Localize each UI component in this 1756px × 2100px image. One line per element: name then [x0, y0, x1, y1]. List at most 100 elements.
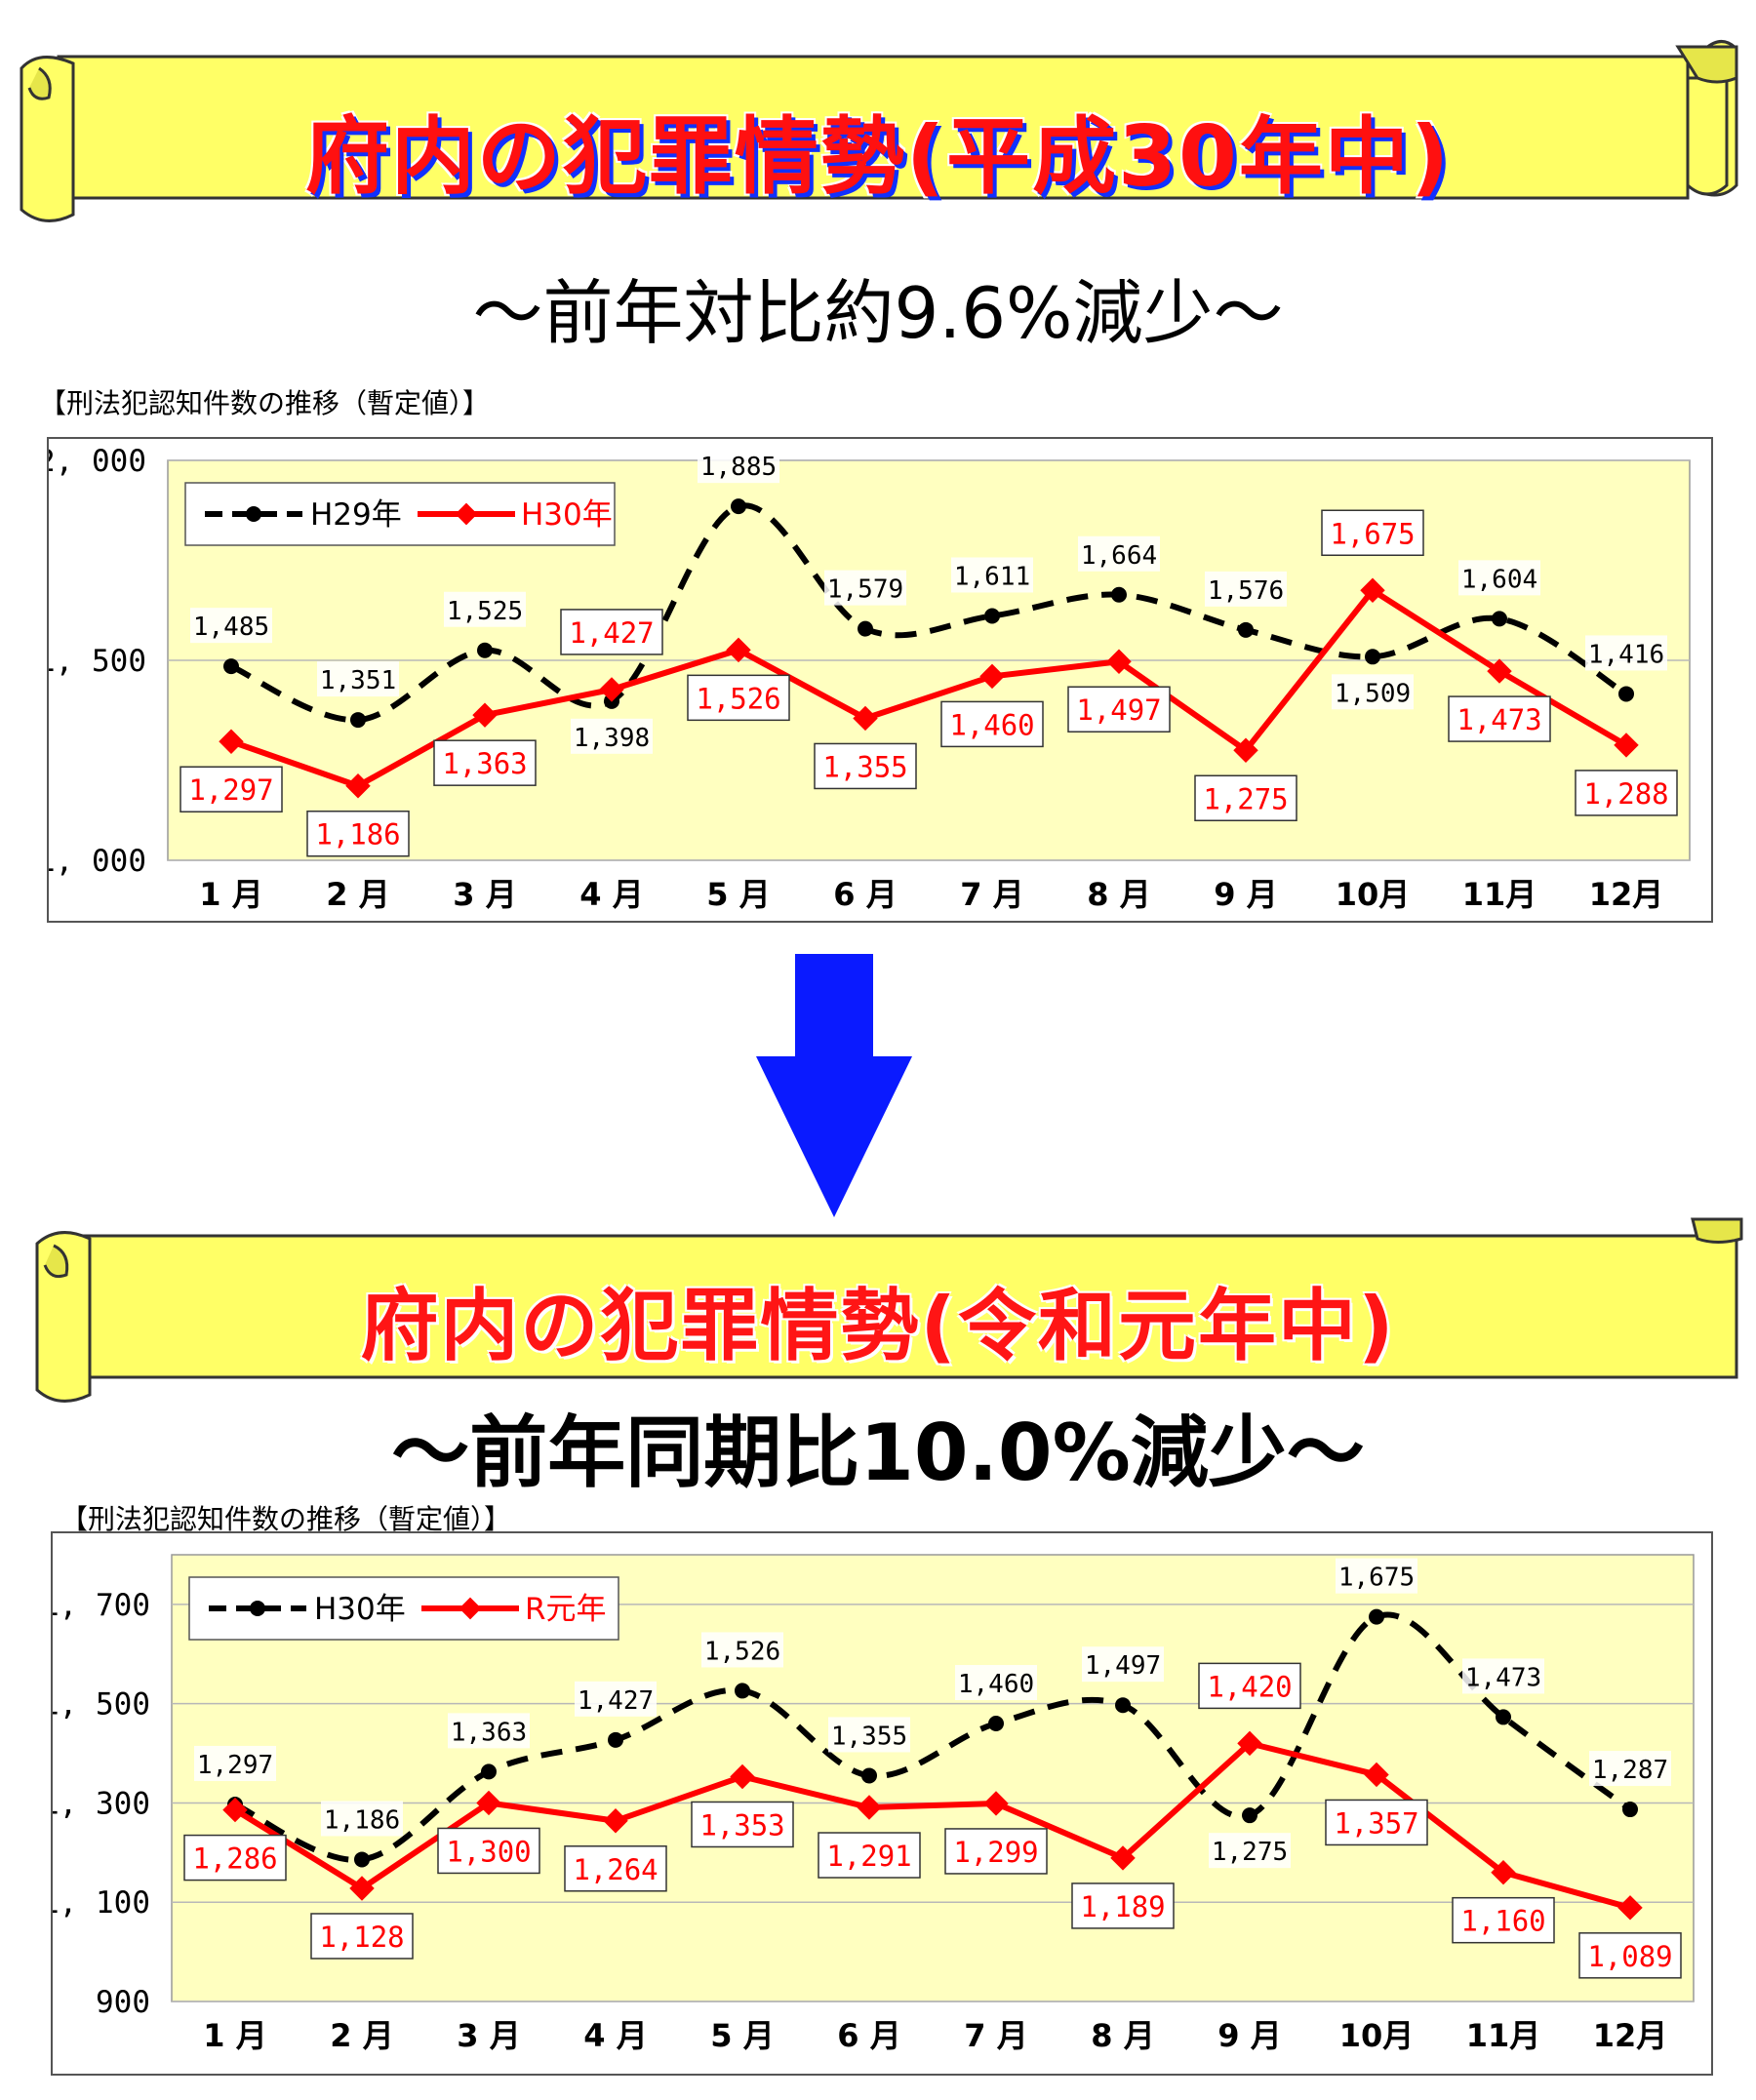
chart-h30-r1: 900 1, 100 1, 300 1, 500 1, 700 1 月 2 月 3 月 4 月 5…	[51, 1531, 1713, 2076]
data-label-prev: 1,611	[954, 562, 1030, 591]
data-label-bg	[575, 1681, 657, 1717]
x-tick-label: 7 月	[960, 876, 1023, 913]
data-label-bg	[955, 1665, 1037, 1701]
data-label-bg	[1078, 535, 1160, 572]
legend-marker-prev	[246, 506, 261, 522]
data-label-box	[691, 1801, 794, 1848]
data-label-prev: 1,427	[578, 1686, 654, 1716]
data-point-prev	[731, 498, 746, 515]
data-point-prev	[350, 712, 366, 729]
data-point-prev	[354, 1851, 370, 1868]
x-tick-label: 10月	[1336, 876, 1411, 913]
x-tick-label: 9 月	[1217, 2017, 1281, 2054]
data-label-box	[433, 739, 537, 786]
data-label-curr: 1,497	[1076, 693, 1161, 727]
data-label-bg	[1205, 571, 1287, 607]
series-line-H30年	[230, 586, 1628, 790]
data-label-bg	[824, 570, 906, 606]
data-label-curr: 1,473	[1457, 703, 1541, 736]
data-point-prev	[858, 620, 873, 637]
data-label-bg	[698, 448, 779, 484]
data-point-prev	[1238, 621, 1254, 638]
data-label-bg	[701, 1632, 783, 1668]
data-label-prev: 1,525	[447, 597, 523, 626]
subtitle-decrease: ～前年同期比10.0%減少～	[391, 1407, 1365, 1498]
x-tick-label: 6 月	[837, 2017, 900, 2054]
data-label-prev: 1,363	[451, 1718, 527, 1747]
x-tick-label: 2 月	[326, 876, 389, 913]
data-label-prev: 1,275	[1212, 1838, 1288, 1867]
data-label-prev: 1,604	[1461, 565, 1537, 594]
data-label-box	[1325, 1799, 1428, 1846]
y-tick-label: 1, 500	[49, 644, 146, 679]
data-point-prev	[608, 1731, 623, 1748]
down-arrow-icon	[756, 954, 912, 1217]
data-label-prev: 1,576	[1208, 576, 1284, 606]
data-label-bg	[951, 557, 1033, 593]
series-line-R元年	[233, 1740, 1631, 1911]
data-label-box	[1578, 1932, 1682, 1979]
legend-label-curr: R元年	[525, 1592, 607, 1627]
data-label-curr: 1,299	[953, 1836, 1038, 1869]
data-label-box	[818, 1832, 921, 1879]
data-label-curr: 1,275	[1203, 782, 1288, 815]
x-tick-label: 5 月	[706, 876, 770, 913]
data-label-box	[1067, 686, 1171, 733]
data-label-curr: 1,526	[696, 682, 780, 715]
data-label-curr: 1,160	[1460, 1905, 1545, 1938]
data-point-curr	[857, 1795, 882, 1820]
y-tick-label: 1, 300	[53, 1786, 150, 1821]
data-label-prev: 1,416	[1588, 640, 1664, 669]
data-label-bg	[1589, 1751, 1671, 1787]
data-label-box	[180, 766, 283, 812]
x-tick-label: 8 月	[1087, 876, 1150, 913]
data-label-bg	[828, 1717, 910, 1753]
data-label-curr: 1,675	[1330, 517, 1415, 550]
data-point-prev	[984, 608, 1000, 624]
x-tick-label: 10月	[1339, 2017, 1415, 2054]
data-point-prev	[1492, 611, 1507, 627]
data-label-box	[1198, 1662, 1301, 1710]
data-label-prev: 1,287	[1592, 1756, 1668, 1785]
data-label-prev: 1,509	[1335, 679, 1411, 708]
data-label-bg	[321, 1801, 403, 1837]
x-tick-label: 7 月	[964, 2017, 1027, 2054]
data-point-prev	[1115, 1697, 1131, 1714]
data-point-curr	[349, 1876, 375, 1901]
data-label-curr: 1,089	[1587, 1940, 1672, 1973]
series-line-H29年	[229, 502, 1628, 724]
data-point-prev	[1496, 1709, 1511, 1725]
data-label-bg	[1332, 674, 1414, 710]
data-label-curr: 1,286	[192, 1842, 277, 1876]
data-label-curr: 1,189	[1080, 1890, 1165, 1923]
y-tick-label: 1, 000	[49, 844, 146, 879]
data-label-bg	[190, 608, 272, 644]
y-tick-label: 2, 000	[49, 444, 146, 479]
data-label-curr: 1,363	[442, 747, 527, 780]
x-tick-label: 12月	[1589, 876, 1664, 913]
x-tick-label: 4 月	[583, 2017, 647, 2054]
data-label-box	[560, 609, 663, 655]
data-label-box	[814, 742, 917, 790]
x-tick-label: 9 月	[1214, 876, 1277, 913]
y-tick-label: 1, 100	[53, 1885, 150, 1921]
data-label-curr: 1,128	[319, 1921, 404, 1954]
data-label-box	[1575, 770, 1678, 816]
x-tick-label: 2 月	[330, 2017, 393, 2054]
line-chart: 900 1, 100 1, 300 1, 500 1, 700 1 月 2 月 3 月 4 月 5…	[53, 1554, 1695, 2054]
data-label-bg	[1209, 1833, 1291, 1869]
data-label-curr: 1,460	[949, 708, 1034, 741]
data-label-prev: 1,497	[1085, 1651, 1161, 1681]
data-label-box	[1071, 1882, 1175, 1929]
data-label-curr: 1,288	[1583, 777, 1668, 811]
data-point-prev	[1365, 649, 1380, 665]
data-label-box	[1194, 774, 1297, 821]
data-point-curr	[345, 773, 371, 799]
data-label-box	[437, 1827, 540, 1875]
data-point-prev	[481, 1763, 497, 1780]
y-tick-label: 1, 700	[53, 1588, 150, 1623]
data-point-prev	[1111, 586, 1127, 603]
data-label-box	[183, 1834, 287, 1882]
data-label-prev: 1,526	[704, 1637, 780, 1666]
x-tick-label: 8 月	[1091, 2017, 1154, 2054]
